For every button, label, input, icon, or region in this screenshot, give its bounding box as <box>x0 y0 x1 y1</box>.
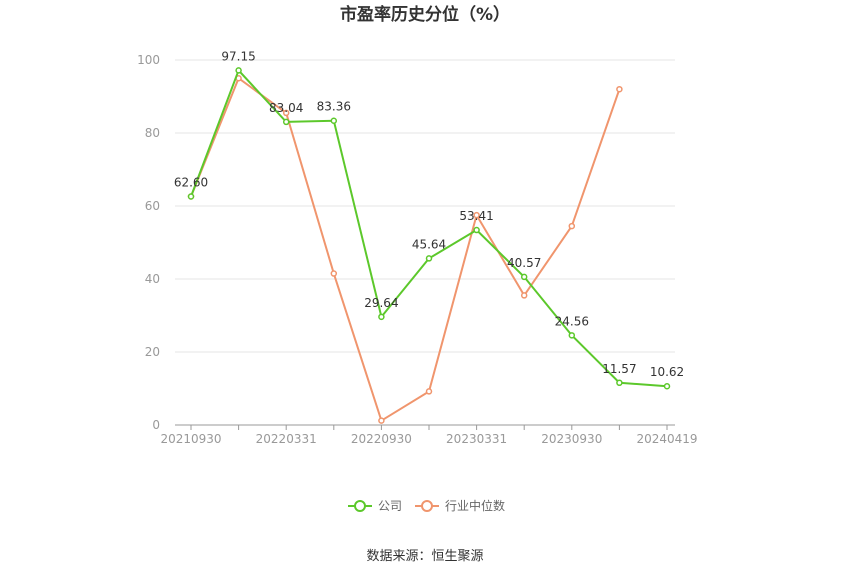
data-label: 10.62 <box>650 365 684 379</box>
data-point <box>425 255 433 262</box>
data-point <box>568 222 576 230</box>
data-point <box>282 109 290 117</box>
data-point <box>616 379 623 387</box>
data-point <box>378 417 385 424</box>
y-tick-label: 40 <box>145 272 160 286</box>
data-point <box>330 117 338 124</box>
x-tick-label: 20240419 <box>636 432 697 446</box>
chart-title: 市盈率历史分位（%） <box>340 4 510 25</box>
data-point <box>425 388 433 395</box>
legend-marker <box>421 500 433 512</box>
x-tick-label: 20230930 <box>541 432 602 446</box>
series-line-1 <box>190 76 621 423</box>
legend-label: 公司 <box>378 499 402 513</box>
data-point <box>378 313 385 321</box>
x-tick-label: 20210930 <box>160 432 221 446</box>
data-point <box>187 193 195 200</box>
data-labels: 62.60 97.15 83.04 83.36 29.64 45.64 53.41 40.57… <box>174 49 684 379</box>
data-point <box>473 226 480 234</box>
x-tick-label: 20220930 <box>351 432 412 446</box>
legend-marker <box>354 500 366 512</box>
legend-label: 行业中位数 <box>445 498 505 513</box>
data-point <box>663 382 671 390</box>
data-point <box>473 211 480 219</box>
x-tick-label: 20230331 <box>446 432 507 446</box>
source-text: 数据来源：恒生聚源 <box>366 549 483 564</box>
data-label: 29.64 <box>364 296 398 310</box>
data-label: 24.56 <box>555 314 589 328</box>
y-tick-label: 100 <box>137 53 160 67</box>
legend: 公司 行业中位数 <box>348 498 505 513</box>
data-point <box>616 85 623 93</box>
data-label: 45.64 <box>412 237 446 251</box>
data-point <box>520 292 528 299</box>
y-tick-label: 20 <box>145 345 160 359</box>
data-label: 97.15 <box>221 49 255 63</box>
series-lines <box>187 67 671 424</box>
data-point <box>235 67 242 74</box>
data-point <box>568 332 576 339</box>
data-point <box>330 270 338 277</box>
data-label: 40.57 <box>507 256 541 270</box>
data-label: 62.60 <box>174 176 208 190</box>
series-line-0 <box>190 68 668 388</box>
data-label: 83.36 <box>317 100 351 114</box>
data-point <box>282 118 290 126</box>
data-label: 53.41 <box>459 209 493 223</box>
data-label: 11.57 <box>602 362 636 376</box>
data-label: 83.04 <box>269 101 303 115</box>
y-tick-label: 80 <box>145 126 160 140</box>
y-tick-label: 60 <box>145 199 160 213</box>
grid-lines <box>175 59 675 426</box>
x-tick-label: 20220331 <box>256 432 317 446</box>
y-tick-label: 0 <box>152 418 160 432</box>
data-point <box>520 273 528 281</box>
axes: 0 20 40 60 80 100 20210930 20220331 20220930 2023… <box>137 53 697 446</box>
